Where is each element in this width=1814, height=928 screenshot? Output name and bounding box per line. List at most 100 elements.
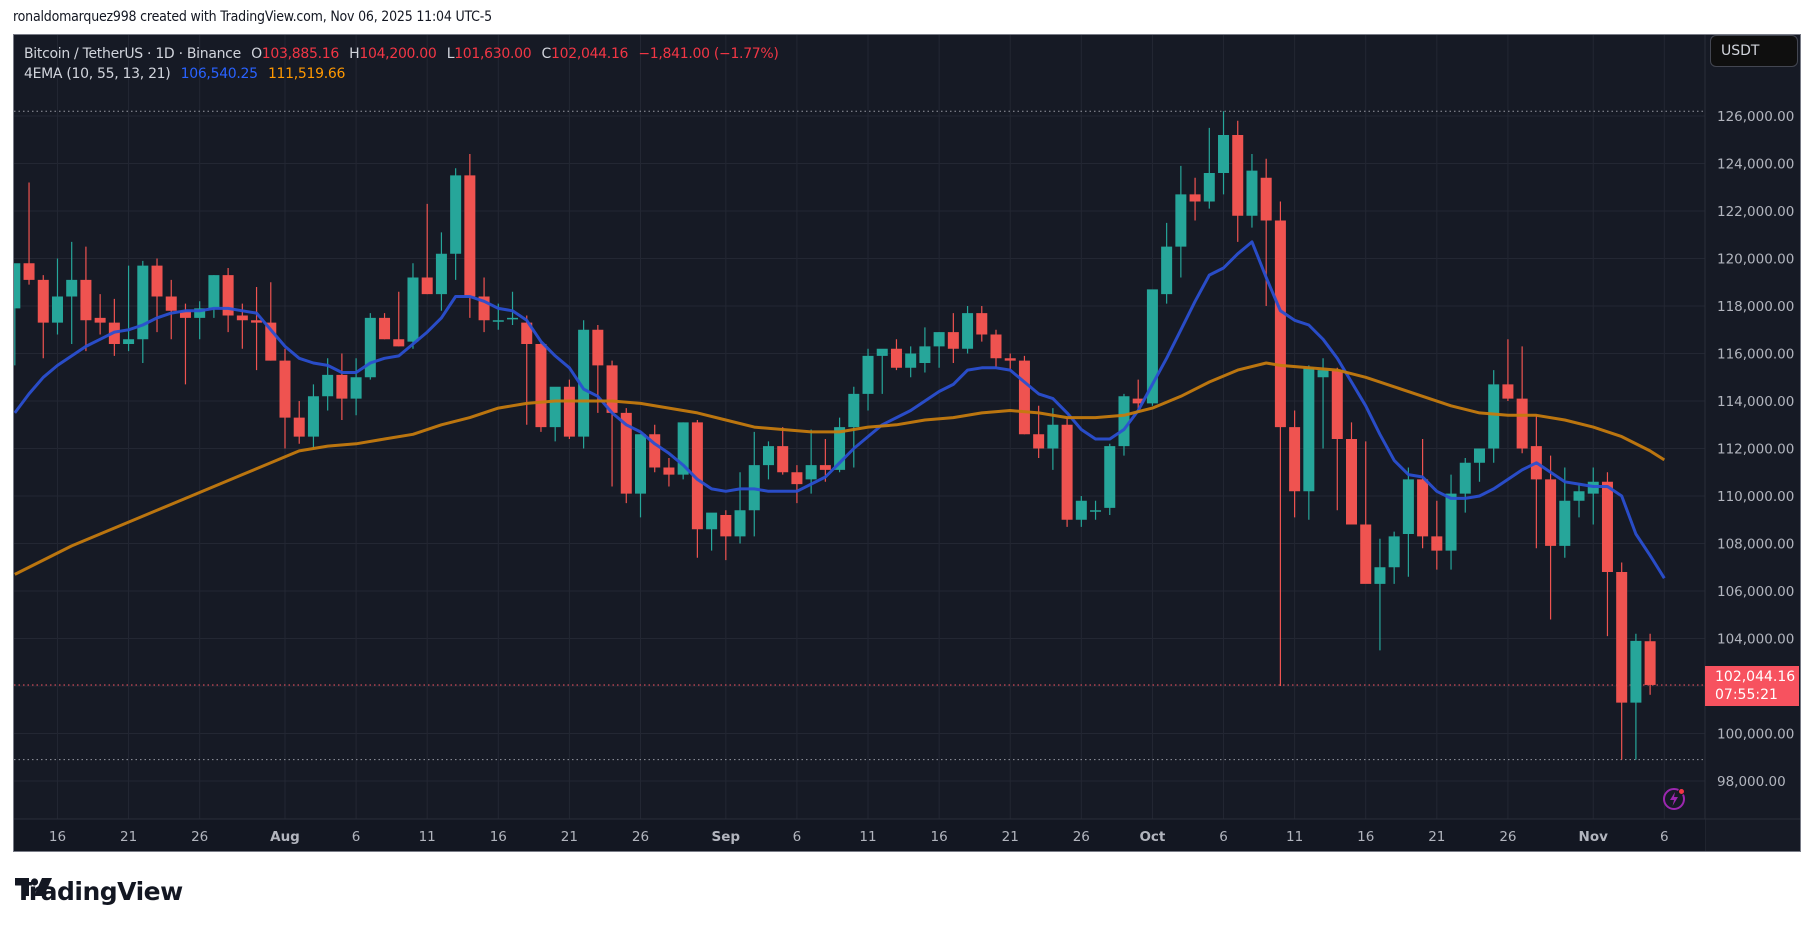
- candle[interactable]: [1473, 448, 1485, 482]
- candle[interactable]: [947, 313, 959, 363]
- candle[interactable]: [1530, 415, 1542, 549]
- price-axis[interactable]: [1705, 35, 1801, 852]
- candle[interactable]: [1488, 370, 1500, 463]
- candle[interactable]: [1317, 358, 1329, 449]
- candle[interactable]: [293, 401, 305, 444]
- candle[interactable]: [1260, 158, 1272, 306]
- candle[interactable]: [691, 420, 703, 558]
- candle[interactable]: [1104, 443, 1116, 515]
- candle[interactable]: [905, 346, 917, 378]
- candle[interactable]: [635, 434, 646, 518]
- candle[interactable]: [876, 348, 888, 394]
- candle[interactable]: [1445, 474, 1457, 570]
- candle[interactable]: [51, 258, 63, 335]
- candle[interactable]: [521, 315, 533, 425]
- candle[interactable]: [677, 422, 689, 480]
- candle[interactable]: [1459, 458, 1471, 513]
- candle[interactable]: [762, 441, 774, 480]
- candle[interactable]: [435, 232, 447, 311]
- candle[interactable]: [1175, 165, 1187, 278]
- candle[interactable]: [1417, 439, 1429, 549]
- candle[interactable]: [80, 246, 92, 352]
- candle[interactable]: [1047, 408, 1059, 470]
- candle[interactable]: [1388, 531, 1400, 584]
- candle[interactable]: [151, 258, 163, 333]
- candle[interactable]: [66, 241, 78, 344]
- candle[interactable]: [663, 458, 675, 487]
- candle[interactable]: [649, 424, 661, 473]
- candle[interactable]: [14, 263, 21, 366]
- candle[interactable]: [1331, 367, 1343, 511]
- candle[interactable]: [748, 431, 760, 537]
- candle[interactable]: [1402, 467, 1414, 577]
- candle[interactable]: [535, 341, 547, 432]
- candle[interactable]: [108, 298, 120, 356]
- candle[interactable]: [1374, 538, 1386, 651]
- candle[interactable]: [23, 182, 35, 285]
- candle[interactable]: [137, 260, 149, 363]
- candle[interactable]: [1232, 120, 1244, 242]
- candle[interactable]: [464, 154, 476, 318]
- candle[interactable]: [421, 203, 433, 295]
- chart-panel[interactable]: 126,000.00 124,000.00 122,000.00 120,000.00…: [13, 34, 1801, 852]
- candle[interactable]: [123, 265, 135, 352]
- candle[interactable]: [791, 465, 803, 504]
- candle[interactable]: [706, 512, 718, 551]
- candle[interactable]: [777, 427, 789, 475]
- candle[interactable]: [1161, 222, 1173, 304]
- candle[interactable]: [1146, 289, 1158, 406]
- candle[interactable]: [1118, 393, 1130, 456]
- candle[interactable]: [94, 294, 106, 335]
- candle[interactable]: [336, 353, 348, 421]
- tradingview-logo[interactable]: TradingView: [15, 877, 183, 906]
- candle[interactable]: [1061, 417, 1073, 527]
- candle[interactable]: [1132, 379, 1144, 413]
- candle[interactable]: [606, 360, 618, 487]
- symbol-title[interactable]: Bitcoin / TetherUS · 1D · Binance: [24, 46, 241, 62]
- candle[interactable]: [734, 472, 746, 544]
- candle[interactable]: [563, 379, 575, 439]
- candle[interactable]: [1644, 633, 1656, 695]
- candle[interactable]: [848, 386, 860, 468]
- candle[interactable]: [379, 313, 391, 340]
- candle[interactable]: [478, 277, 490, 333]
- candle[interactable]: [1431, 500, 1443, 570]
- candle[interactable]: [1630, 633, 1642, 760]
- candle[interactable]: [862, 348, 874, 411]
- candle[interactable]: [578, 320, 590, 449]
- candle[interactable]: [549, 386, 561, 442]
- candle[interactable]: [933, 332, 945, 368]
- candle[interactable]: [307, 384, 319, 449]
- candle[interactable]: [279, 348, 291, 449]
- candle[interactable]: [165, 279, 177, 340]
- candle[interactable]: [1346, 422, 1357, 525]
- candle[interactable]: [1018, 355, 1030, 435]
- candle[interactable]: [393, 291, 405, 347]
- candle[interactable]: [1502, 339, 1514, 401]
- lightning-alert-icon[interactable]: [1662, 787, 1686, 811]
- candle[interactable]: [37, 275, 49, 359]
- candle[interactable]: [720, 510, 732, 561]
- candle[interactable]: [1033, 405, 1045, 458]
- candle[interactable]: [364, 313, 376, 380]
- candle[interactable]: [450, 168, 462, 280]
- candle[interactable]: [1004, 353, 1016, 371]
- candle[interactable]: [222, 268, 234, 333]
- candle[interactable]: [1246, 154, 1258, 228]
- candle[interactable]: [1601, 472, 1613, 637]
- candle[interactable]: [990, 329, 1002, 368]
- candle[interactable]: [890, 339, 902, 371]
- indicator-title[interactable]: 4EMA (10, 55, 13, 21): [24, 66, 171, 82]
- candle[interactable]: [407, 263, 419, 349]
- candle[interactable]: [194, 301, 206, 340]
- candle[interactable]: [919, 327, 931, 373]
- candle[interactable]: [1274, 201, 1286, 687]
- candle[interactable]: [1090, 500, 1102, 520]
- candle[interactable]: [1516, 346, 1528, 454]
- candle[interactable]: [976, 306, 988, 342]
- candle[interactable]: [350, 358, 362, 416]
- candle[interactable]: [962, 306, 974, 354]
- candle[interactable]: [507, 291, 519, 325]
- candle[interactable]: [1289, 410, 1301, 518]
- candle[interactable]: [1303, 365, 1315, 520]
